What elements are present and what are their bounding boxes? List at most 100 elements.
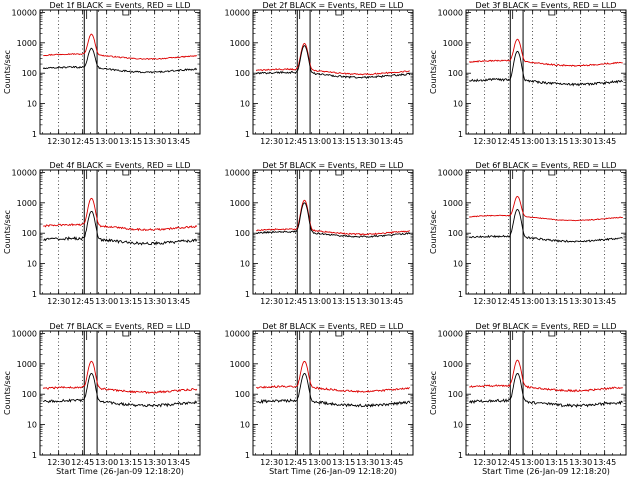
y-tick-label: 10000	[225, 168, 250, 177]
y-tick-label: 10000	[12, 168, 37, 177]
x-tick-label: 13:30	[569, 137, 592, 146]
y-tick-label: 100	[22, 229, 37, 238]
y-tick-label: 1	[245, 130, 250, 139]
x-tick-label: 13:30	[356, 458, 379, 467]
chart-title: Det 9f BLACK = Events, RED = LLD	[475, 322, 616, 331]
chart-panel-8: Det 8f BLACK = Events, RED = LLD 1 10 100 10…	[225, 322, 414, 476]
top-bracket-marker	[548, 331, 556, 337]
chart-title: Det 6f BLACK = Events, RED = LLD	[475, 161, 616, 170]
x-tick-label: 12:30	[47, 458, 70, 467]
x-tick-label: 12:30	[260, 297, 283, 306]
x-axis-label: Start Time (26-Jan-09 12:18:20)	[269, 467, 397, 476]
x-tick-label: 13:15	[332, 458, 355, 467]
y-tick-label: 1	[458, 451, 463, 460]
top-bracket-marker	[548, 10, 556, 16]
y-tick-label: 1000	[230, 360, 250, 369]
x-tick-label: 13:45	[593, 458, 616, 467]
top-bracket-marker	[122, 331, 130, 337]
chart-title: Det 2f BLACK = Events, RED = LLD	[262, 1, 403, 10]
chart-panel-5: Det 5f BLACK = Events, RED = LLD 1 10 100 10…	[225, 161, 414, 306]
y-tick-label: 10000	[12, 8, 37, 17]
y-tick-label: 10	[27, 260, 37, 269]
lld-series-line	[42, 360, 198, 395]
x-tick-label: 13:00	[95, 137, 118, 146]
x-tick-label: 13:45	[380, 137, 403, 146]
events-series-line	[468, 208, 623, 243]
chart-title: Det 5f BLACK = Events, RED = LLD	[262, 161, 403, 170]
x-tick-label: 13:30	[569, 297, 592, 306]
x-tick-label: 12:45	[284, 137, 307, 146]
x-tick-label: 12:30	[47, 137, 70, 146]
y-tick-label: 1000	[443, 199, 463, 208]
x-tick-label: 13:00	[308, 137, 331, 146]
x-tick-label: 13:45	[593, 137, 616, 146]
chart-panel-4: Det 4f BLACK = Events, RED = LLD 1 10 100 10…	[3, 161, 201, 306]
y-tick-label: 1000	[17, 199, 37, 208]
x-tick-label: 12:30	[260, 458, 283, 467]
y-tick-label: 10	[453, 421, 463, 430]
y-tick-label: 1	[245, 451, 250, 460]
chart-panel-1: Det 1f BLACK = Events, RED = LLD 1 10 100 10…	[3, 1, 201, 146]
x-tick-label: 13:00	[521, 137, 544, 146]
top-bracket-marker	[335, 10, 343, 16]
x-tick-label: 13:00	[521, 297, 544, 306]
y-tick-label: 100	[22, 69, 37, 78]
plot-frame	[465, 330, 627, 456]
x-tick-label: 12:45	[284, 297, 307, 306]
x-tick-label: 12:30	[47, 297, 70, 306]
lld-series-line	[255, 42, 410, 76]
top-bracket-marker	[548, 170, 556, 176]
y-tick-label: 10	[453, 100, 463, 109]
top-bracket-marker	[122, 10, 130, 16]
top-bracket-marker	[335, 170, 343, 176]
x-tick-label: 13:00	[521, 458, 544, 467]
x-tick-label: 12:45	[71, 137, 94, 146]
y-tick-label: 1000	[17, 360, 37, 369]
y-axis-label: Counts/sec	[3, 210, 12, 254]
chart-title: Det 3f BLACK = Events, RED = LLD	[475, 1, 616, 10]
x-tick-label: 12:45	[497, 297, 520, 306]
lld-series-line	[468, 38, 623, 67]
x-tick-label: 12:45	[71, 297, 94, 306]
y-tick-label: 100	[235, 69, 250, 78]
x-tick-label: 13:00	[308, 458, 331, 467]
y-tick-label: 10000	[12, 329, 37, 338]
x-tick-label: 12:30	[473, 458, 496, 467]
y-tick-label: 1	[458, 130, 463, 139]
y-tick-label: 10000	[438, 8, 463, 17]
x-tick-label: 13:30	[143, 137, 166, 146]
top-bracket-marker	[122, 170, 130, 176]
events-series-line	[42, 372, 198, 408]
chart-panel-2: Det 2f BLACK = Events, RED = LLD 1 10 100 10…	[225, 1, 414, 146]
y-axis-label: Counts/sec	[429, 50, 438, 94]
x-tick-label: 13:30	[356, 137, 379, 146]
y-tick-label: 10000	[225, 329, 250, 338]
x-tick-label: 13:15	[545, 297, 568, 306]
x-tick-label: 13:45	[593, 297, 616, 306]
x-axis-label: Start Time (26-Jan-09 12:18:20)	[56, 467, 184, 476]
x-tick-label: 12:30	[473, 297, 496, 306]
plot-frame	[39, 330, 201, 456]
x-tick-label: 13:45	[167, 458, 190, 467]
y-tick-label: 1	[245, 290, 250, 299]
lld-series-line	[469, 359, 623, 393]
lld-series-line	[43, 197, 198, 232]
x-tick-label: 13:45	[380, 458, 403, 467]
y-tick-label: 100	[235, 229, 250, 238]
x-tick-label: 13:15	[332, 137, 355, 146]
plot-frame	[39, 169, 201, 295]
x-tick-label: 13:15	[545, 458, 568, 467]
y-tick-label: 1000	[17, 39, 37, 48]
x-tick-label: 13:15	[332, 297, 355, 306]
x-tick-label: 13:15	[119, 137, 142, 146]
chart-title: Det 1f BLACK = Events, RED = LLD	[49, 1, 190, 10]
x-tick-label: 12:45	[71, 458, 94, 467]
x-tick-label: 12:45	[497, 137, 520, 146]
x-tick-label: 13:00	[95, 297, 118, 306]
y-tick-label: 10000	[438, 329, 463, 338]
x-tick-label: 13:30	[143, 458, 166, 467]
y-tick-label: 10	[27, 100, 37, 109]
x-tick-label: 13:30	[569, 458, 592, 467]
y-tick-label: 1	[32, 130, 37, 139]
